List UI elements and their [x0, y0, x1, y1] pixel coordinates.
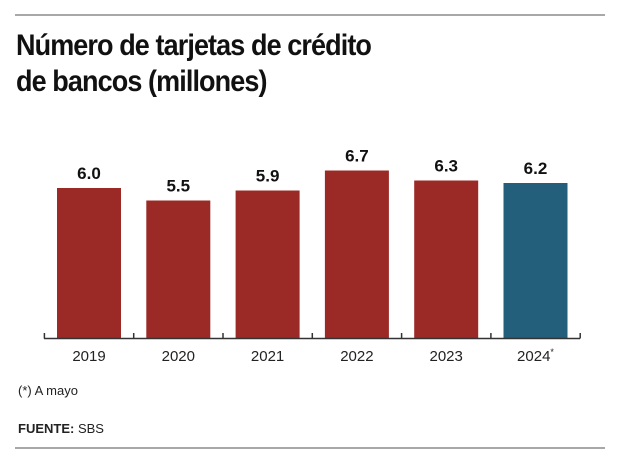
value-label: 6.3 — [434, 157, 458, 176]
x-tick-label: 2019 — [72, 348, 105, 365]
x-tick-label: 2020 — [162, 348, 195, 365]
bar-2024 — [503, 183, 568, 338]
value-label: 6.2 — [524, 159, 548, 178]
bottom-rule — [15, 447, 605, 449]
value-label: 6.0 — [77, 164, 101, 183]
x-tick-label: 2021 — [251, 348, 284, 365]
value-label: 5.5 — [166, 177, 190, 196]
source-label: FUENTE: — [18, 421, 75, 436]
footnote: (*) A mayo — [18, 383, 78, 398]
x-tick-label: 2022 — [340, 348, 373, 365]
chart-title: Número de tarjetas de crédito de bancos … — [16, 28, 372, 100]
chart-title-line-1: Número de tarjetas de crédito — [16, 29, 372, 62]
bar-2023 — [414, 180, 479, 338]
source-value: SBS — [77, 421, 104, 436]
bar-2019 — [57, 188, 121, 338]
asterisk-mark: * — [550, 347, 554, 357]
bar-2021 — [235, 190, 300, 338]
value-label: 6.7 — [345, 147, 369, 166]
top-rule — [15, 14, 605, 16]
x-tick-label: 2023 — [430, 348, 463, 365]
bar-chart: 6.0 2019 5.5 2020 5.9 2021 6.7 2022 6.3 2023 6.2 20… — [43, 147, 581, 365]
source-note: FUENTE: SBS — [18, 421, 104, 436]
chart-title-line-2: de bancos (millones) — [16, 65, 267, 98]
x-tick-label: 2024* — [517, 347, 554, 365]
bar-2020 — [146, 200, 211, 338]
value-label: 5.9 — [256, 167, 280, 186]
bar-2022 — [324, 170, 389, 338]
